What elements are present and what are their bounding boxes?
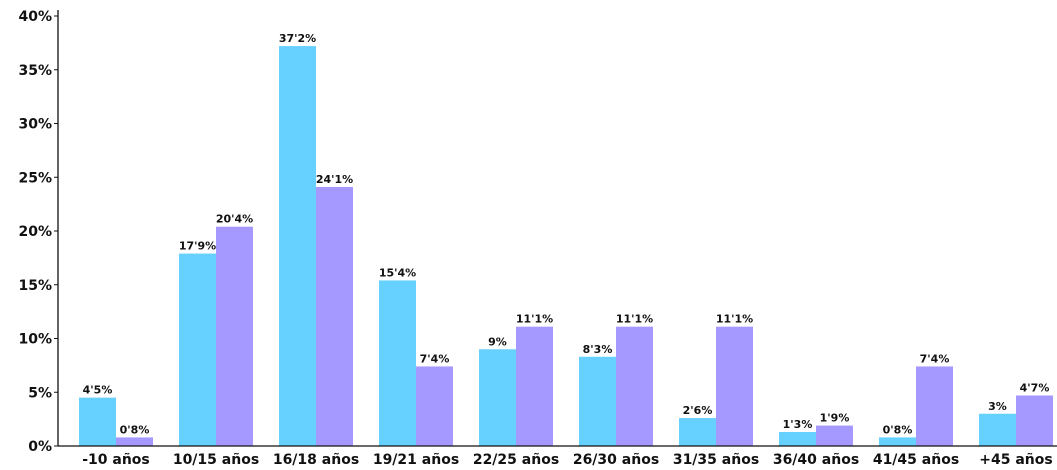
bar-series-1-8 xyxy=(779,432,816,446)
x-tick-label: 22/25 años xyxy=(473,452,559,468)
bar-series-2-7 xyxy=(716,326,753,446)
data-label: 3% xyxy=(988,400,1007,413)
data-label: 7'4% xyxy=(420,352,450,365)
data-label: 11'1% xyxy=(616,313,653,326)
y-tick-label: 30% xyxy=(18,117,52,133)
data-label: 2'6% xyxy=(683,404,713,417)
bar-series-1-4 xyxy=(379,280,416,446)
x-tick-label: 36/40 años xyxy=(773,452,859,468)
data-label: 11'1% xyxy=(516,313,553,326)
data-label: 17'9% xyxy=(179,240,216,253)
bar-series-1-10 xyxy=(979,413,1016,446)
data-label: 24'1% xyxy=(316,173,353,186)
data-label: 11'1% xyxy=(716,313,753,326)
data-label: 7'4% xyxy=(920,352,950,365)
bar-series-2-10 xyxy=(1016,395,1053,446)
x-tick-label: 31/35 años xyxy=(673,452,759,468)
bar-series-2-4 xyxy=(416,366,453,446)
x-tick-label: -10 años xyxy=(82,452,150,468)
data-label: 9% xyxy=(488,335,507,348)
bar-series-2-2 xyxy=(216,226,253,446)
x-axis: -10 años 10/15 años 16/18 años 19/21 años 22… xyxy=(58,445,1057,468)
bar-series-2-5 xyxy=(516,326,553,446)
data-label: 20'4% xyxy=(216,213,253,226)
y-tick-label: 15% xyxy=(18,278,52,294)
x-tick-label: 26/30 años xyxy=(573,452,659,468)
bar-series-1-6 xyxy=(579,356,616,446)
y-tick-label: 5% xyxy=(28,385,52,401)
x-tick-label: 16/18 años xyxy=(273,452,359,468)
data-label: 37'2% xyxy=(279,32,316,45)
x-tick-label: +45 años xyxy=(979,452,1052,468)
bar-series-2-8 xyxy=(816,425,853,446)
bar-series-2-9 xyxy=(916,366,953,446)
y-tick-label: 20% xyxy=(18,224,52,240)
data-label: 4'5% xyxy=(83,384,113,397)
x-tick-label: 41/45 años xyxy=(873,452,959,468)
data-label: 15'4% xyxy=(379,266,416,279)
data-label: 4'7% xyxy=(1020,381,1050,394)
data-label: 0'8% xyxy=(883,423,913,436)
bar-series-2-6 xyxy=(616,326,653,446)
bar-series-1-3 xyxy=(279,46,316,446)
bars: 4'5% 0'8% 17'9% 20'4% 37'2% 24'1% 15'4% 7'4% 9% 1… xyxy=(79,32,1053,447)
data-label: 1'3% xyxy=(783,418,813,431)
y-tick-label: 40% xyxy=(18,9,52,25)
data-label: 8'3% xyxy=(583,343,613,356)
bar-series-1-5 xyxy=(479,349,516,446)
bar-series-1-9 xyxy=(879,437,916,446)
bar-series-1-1 xyxy=(79,397,116,446)
bar-series-1-2 xyxy=(179,253,216,446)
x-tick-label: 10/15 años xyxy=(173,452,259,468)
y-tick-label: 35% xyxy=(18,63,52,79)
y-tick-label: 10% xyxy=(18,332,52,348)
bar-series-2-3 xyxy=(316,186,353,447)
bar-series-2-1 xyxy=(116,437,153,446)
x-tick-label: 19/21 años xyxy=(373,452,459,468)
y-tick-label: 0% xyxy=(28,439,52,455)
y-axis: 0% 5% 10% 15% 20% 25% 30% 35% 40% xyxy=(18,9,59,455)
y-tick-label: 25% xyxy=(18,170,52,186)
data-label: 0'8% xyxy=(120,423,150,436)
bar-series-1-7 xyxy=(679,418,716,446)
data-label: 1'9% xyxy=(820,412,850,425)
